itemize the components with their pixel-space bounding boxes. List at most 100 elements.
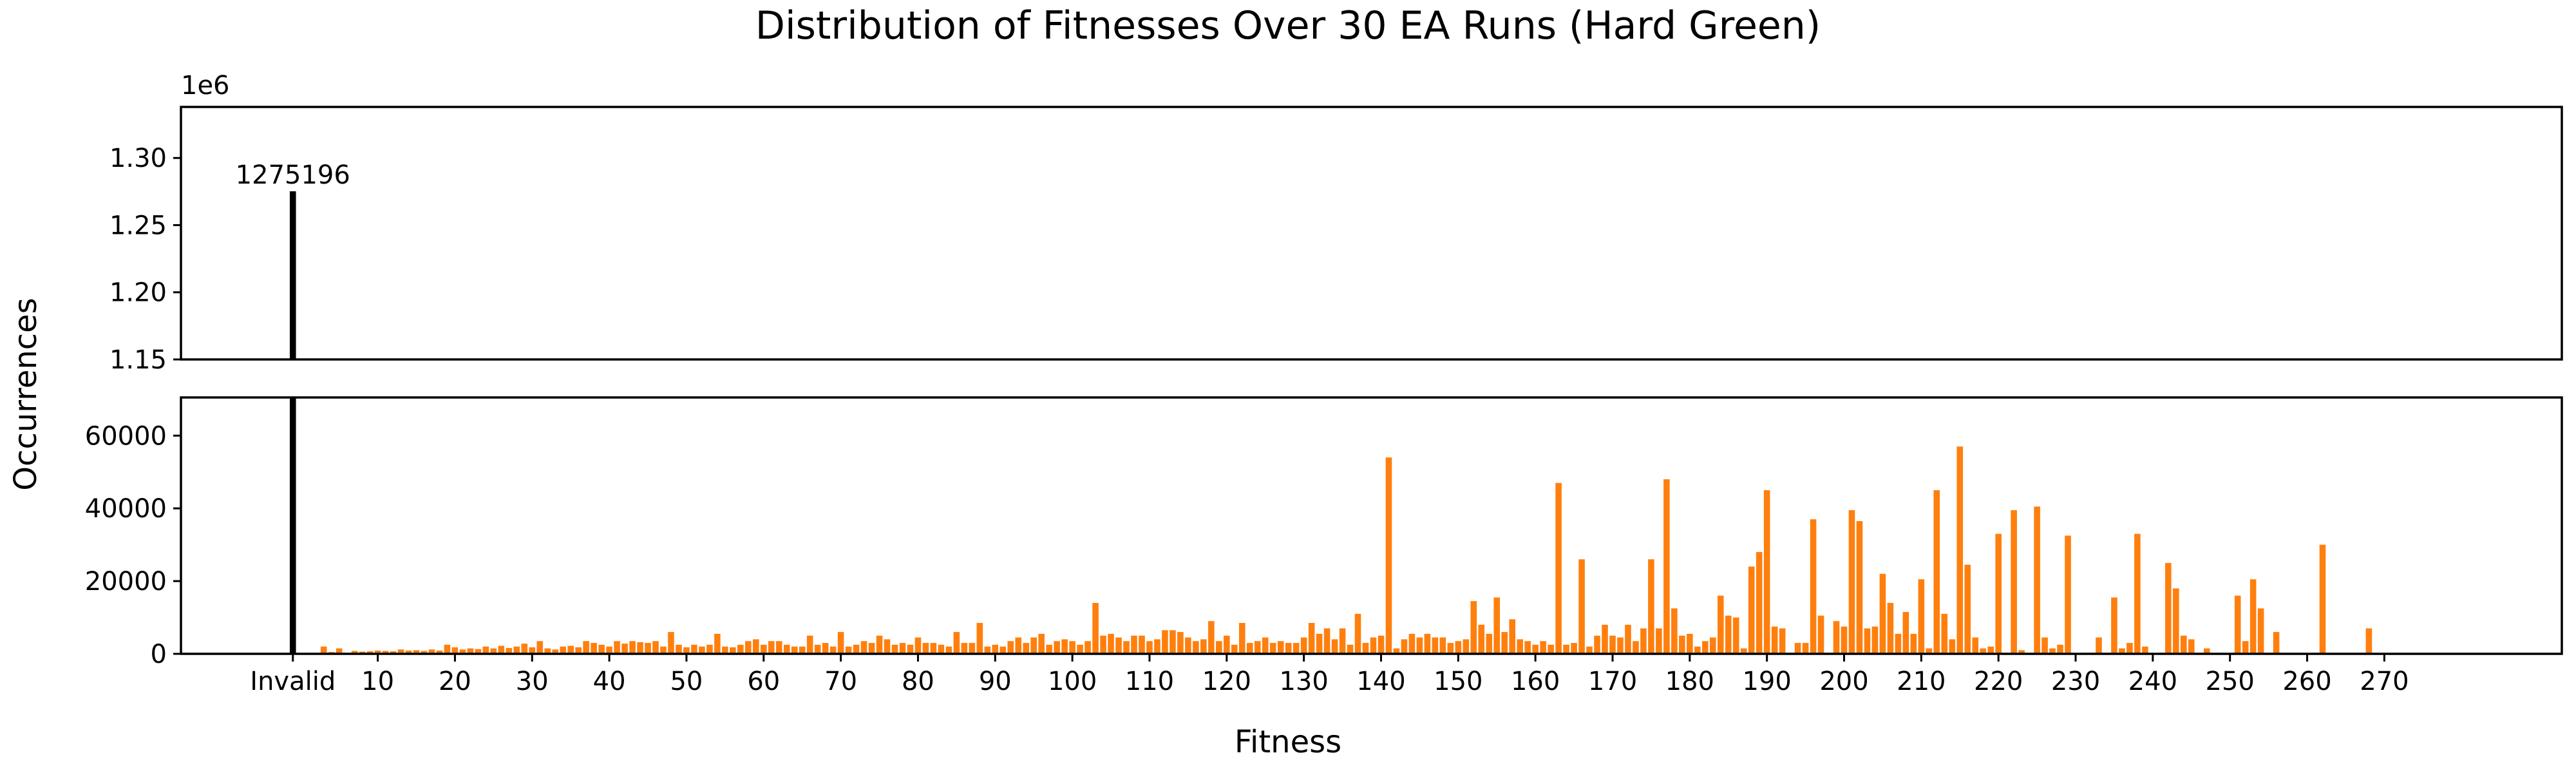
bar	[984, 646, 991, 654]
x-tick-label: 130	[1279, 667, 1328, 696]
bar	[730, 647, 736, 654]
y-tick-label: 1.25	[109, 211, 167, 240]
bar	[1293, 643, 1300, 654]
upper-plot	[289, 191, 296, 359]
bar	[999, 646, 1007, 654]
x-tick-label: 120	[1202, 667, 1251, 696]
bar	[1732, 617, 1739, 654]
bar	[413, 650, 420, 654]
bar	[567, 645, 574, 654]
bar	[1370, 637, 1377, 654]
x-tick-label: 200	[1819, 667, 1868, 696]
bar	[1154, 639, 1160, 654]
bar	[374, 650, 381, 654]
bar	[930, 643, 937, 654]
bar	[737, 644, 744, 654]
bar	[1208, 621, 1215, 654]
x-tick-label: 110	[1125, 667, 1174, 696]
bar	[1308, 623, 1315, 654]
bar	[1995, 533, 2002, 654]
bar	[806, 635, 813, 654]
bar	[1162, 630, 1168, 654]
bar	[1725, 615, 1732, 654]
bar	[1493, 597, 1501, 654]
x-tick-label: 60	[747, 667, 780, 696]
bar	[1740, 648, 1747, 654]
bar	[1447, 643, 1454, 654]
lower-frame	[180, 396, 2563, 655]
x-tick-label: 210	[1897, 667, 1946, 696]
bar	[1656, 628, 1662, 654]
bar	[2011, 510, 2017, 654]
bar	[2049, 648, 2056, 654]
x-tick-label: 80	[902, 667, 934, 696]
bar	[1108, 633, 1114, 654]
bar	[853, 644, 860, 654]
bar	[1455, 641, 1462, 654]
x-tick-label: 100	[1048, 667, 1097, 696]
bar	[1362, 643, 1369, 654]
bar	[2257, 608, 2264, 654]
bar	[1470, 601, 1477, 654]
bar	[1817, 615, 1824, 654]
bar	[506, 647, 513, 654]
bar	[575, 647, 582, 654]
bar	[1709, 637, 1716, 654]
lower-plot	[289, 397, 2372, 654]
bar	[1864, 628, 1871, 654]
bar	[660, 646, 667, 654]
bar	[498, 645, 505, 654]
bar	[1563, 644, 1569, 654]
bar	[1030, 637, 1037, 654]
bar	[1408, 633, 1416, 654]
bar	[1439, 637, 1446, 654]
bar	[1238, 623, 1245, 654]
axes: Invalid 10 20 30 40 50 60 70 80 90 100 110 120 130 140…	[85, 144, 2409, 696]
bar	[513, 646, 520, 654]
x-tick-label: 10	[361, 667, 394, 696]
bar	[475, 649, 482, 654]
bar	[922, 643, 929, 654]
bar	[606, 646, 612, 654]
bar	[390, 651, 397, 654]
bar	[2188, 639, 2195, 654]
bar	[2165, 562, 2172, 654]
bar	[691, 644, 697, 654]
bar	[1602, 624, 1608, 654]
bar	[668, 632, 674, 654]
bar	[1532, 644, 1539, 654]
bar	[1193, 641, 1199, 654]
bar	[366, 651, 374, 654]
bar	[2173, 588, 2179, 654]
bar	[714, 633, 721, 654]
bar	[1077, 644, 1083, 654]
bar	[1548, 644, 1554, 654]
bar	[1926, 648, 1933, 654]
bar	[2111, 597, 2117, 654]
bar	[405, 650, 412, 654]
x-tick-label: 180	[1665, 667, 1714, 696]
bar	[1972, 637, 1979, 654]
bar	[336, 648, 343, 654]
x-tick-label: 20	[439, 667, 471, 696]
bar	[382, 651, 389, 654]
bar	[1555, 482, 1562, 654]
bar	[1648, 559, 1654, 654]
bar	[1216, 641, 1222, 654]
bar	[1524, 641, 1531, 654]
bar	[1007, 641, 1014, 654]
bar	[1987, 646, 1994, 654]
bar	[829, 646, 837, 654]
x-tick-label: 70	[824, 667, 857, 696]
bar	[2249, 579, 2257, 654]
bar	[1254, 641, 1261, 654]
bar	[1277, 641, 1284, 654]
y-tick-label: 60000	[85, 421, 167, 451]
bar	[1910, 633, 1917, 654]
bar	[289, 397, 296, 654]
bar	[745, 641, 752, 654]
bar	[1663, 479, 1670, 654]
bar	[552, 649, 559, 654]
bar	[953, 632, 960, 654]
bar	[1833, 621, 1840, 654]
